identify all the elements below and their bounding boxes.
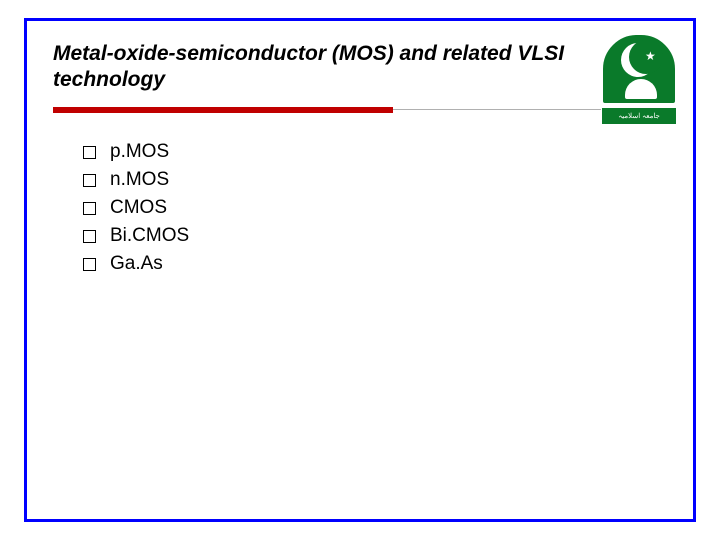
checkbox-icon (83, 230, 96, 243)
item-label: n.MOS (110, 169, 169, 191)
list-item: CMOS (83, 197, 189, 219)
logo-emblem: ★ (601, 33, 677, 105)
checkbox-icon (83, 174, 96, 187)
logo-caption: جامعہ اسلامیہ (601, 107, 677, 125)
checkbox-icon (83, 146, 96, 159)
title-underline (53, 107, 667, 113)
star-icon: ★ (645, 49, 656, 63)
slide-frame: Metal-oxide-semiconductor (MOS) and rela… (24, 18, 696, 522)
slide-title: Metal-oxide-semiconductor (MOS) and rela… (53, 41, 573, 94)
university-logo: ★ جامعہ اسلامیہ (601, 33, 677, 125)
item-label: Ga.As (110, 253, 163, 275)
title-block: Metal-oxide-semiconductor (MOS) and rela… (53, 41, 573, 94)
checkbox-icon (83, 258, 96, 271)
dome-icon (625, 79, 657, 99)
checkbox-icon (83, 202, 96, 215)
bullet-list: p.MOS n.MOS CMOS Bi.CMOS Ga.As (83, 141, 189, 281)
item-label: p.MOS (110, 141, 169, 163)
list-item: Bi.CMOS (83, 225, 189, 247)
item-label: CMOS (110, 197, 167, 219)
list-item: Ga.As (83, 253, 189, 275)
item-label: Bi.CMOS (110, 225, 189, 247)
list-item: n.MOS (83, 169, 189, 191)
underline-thick (53, 107, 393, 113)
list-item: p.MOS (83, 141, 189, 163)
